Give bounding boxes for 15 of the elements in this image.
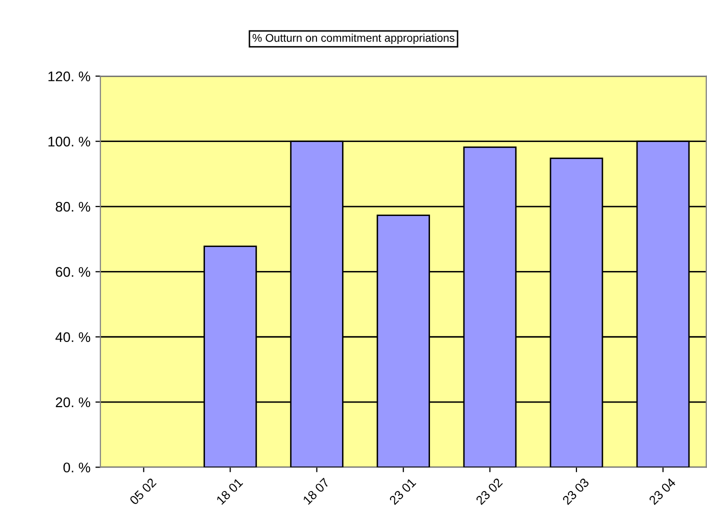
y-tick-label: 120. % (48, 71, 90, 82)
x-tick-label: 18 01 (216, 478, 244, 505)
y-tick-label: 80. % (56, 202, 90, 212)
y-tick-label: 20. % (56, 397, 90, 408)
x-tick-label: 18 07 (302, 478, 330, 505)
x-tick-label: 23 04 (648, 477, 676, 506)
x-tick-label: 05 02 (129, 478, 157, 506)
chart-title: % Outturn on commitment appropriations (252, 34, 454, 44)
y-tick-label: 40. % (55, 332, 90, 342)
x-tick-label: 23 02 (475, 478, 503, 506)
y-tick-label: 0. % (63, 462, 90, 472)
y-tick-label: 60. % (56, 267, 90, 277)
y-tick-label: 100. % (48, 136, 90, 146)
x-tick-label: 23 01 (388, 478, 416, 506)
x-tick-label: 23 03 (562, 478, 590, 506)
